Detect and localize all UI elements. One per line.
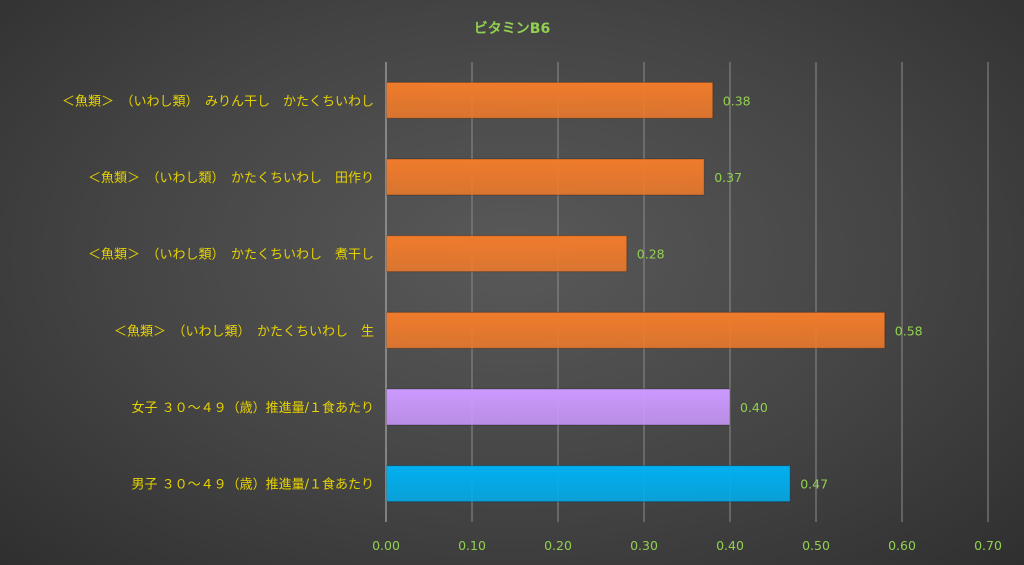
x-tick-label: 0.30 xyxy=(630,538,658,553)
value-label: 0.37 xyxy=(714,170,742,185)
category-label: ＜魚類＞ （いわし類） かたくちいわし 煮干し xyxy=(88,248,374,263)
bar xyxy=(386,235,628,273)
x-tick-label: 0.50 xyxy=(802,538,830,553)
category-label: ＜魚類＞ （いわし類） かたくちいわし 田作り xyxy=(88,171,374,186)
category-label: ＜魚類＞ （いわし類） みりん干し かたくちいわし xyxy=(62,94,374,109)
value-label: 0.38 xyxy=(723,93,751,108)
bar xyxy=(386,388,731,426)
x-tick-label: 0.20 xyxy=(544,538,572,553)
bar xyxy=(386,465,791,503)
x-tick-label: 0.40 xyxy=(716,538,744,553)
bar xyxy=(386,158,705,196)
chart-title: ビタミンB6 xyxy=(474,21,550,37)
category-label: ＜魚類＞ （いわし類） かたくちいわし 生 xyxy=(114,324,374,339)
bar xyxy=(386,311,886,349)
bar xyxy=(386,81,714,119)
x-tick-label: 0.00 xyxy=(372,538,400,553)
category-label: 男子 ３０～４９（歳）推進量/１食あたり xyxy=(131,477,374,493)
x-tick-label: 0.70 xyxy=(974,538,1002,553)
value-label: 0.28 xyxy=(637,247,665,262)
x-tick-label: 0.10 xyxy=(458,538,486,553)
x-tick-label: 0.60 xyxy=(888,538,916,553)
value-label: 0.58 xyxy=(895,323,923,338)
value-label: 0.40 xyxy=(740,400,768,415)
category-label: 女子 ３０～４９（歳）推進量/１食あたり xyxy=(131,400,374,416)
value-label: 0.47 xyxy=(800,477,828,492)
